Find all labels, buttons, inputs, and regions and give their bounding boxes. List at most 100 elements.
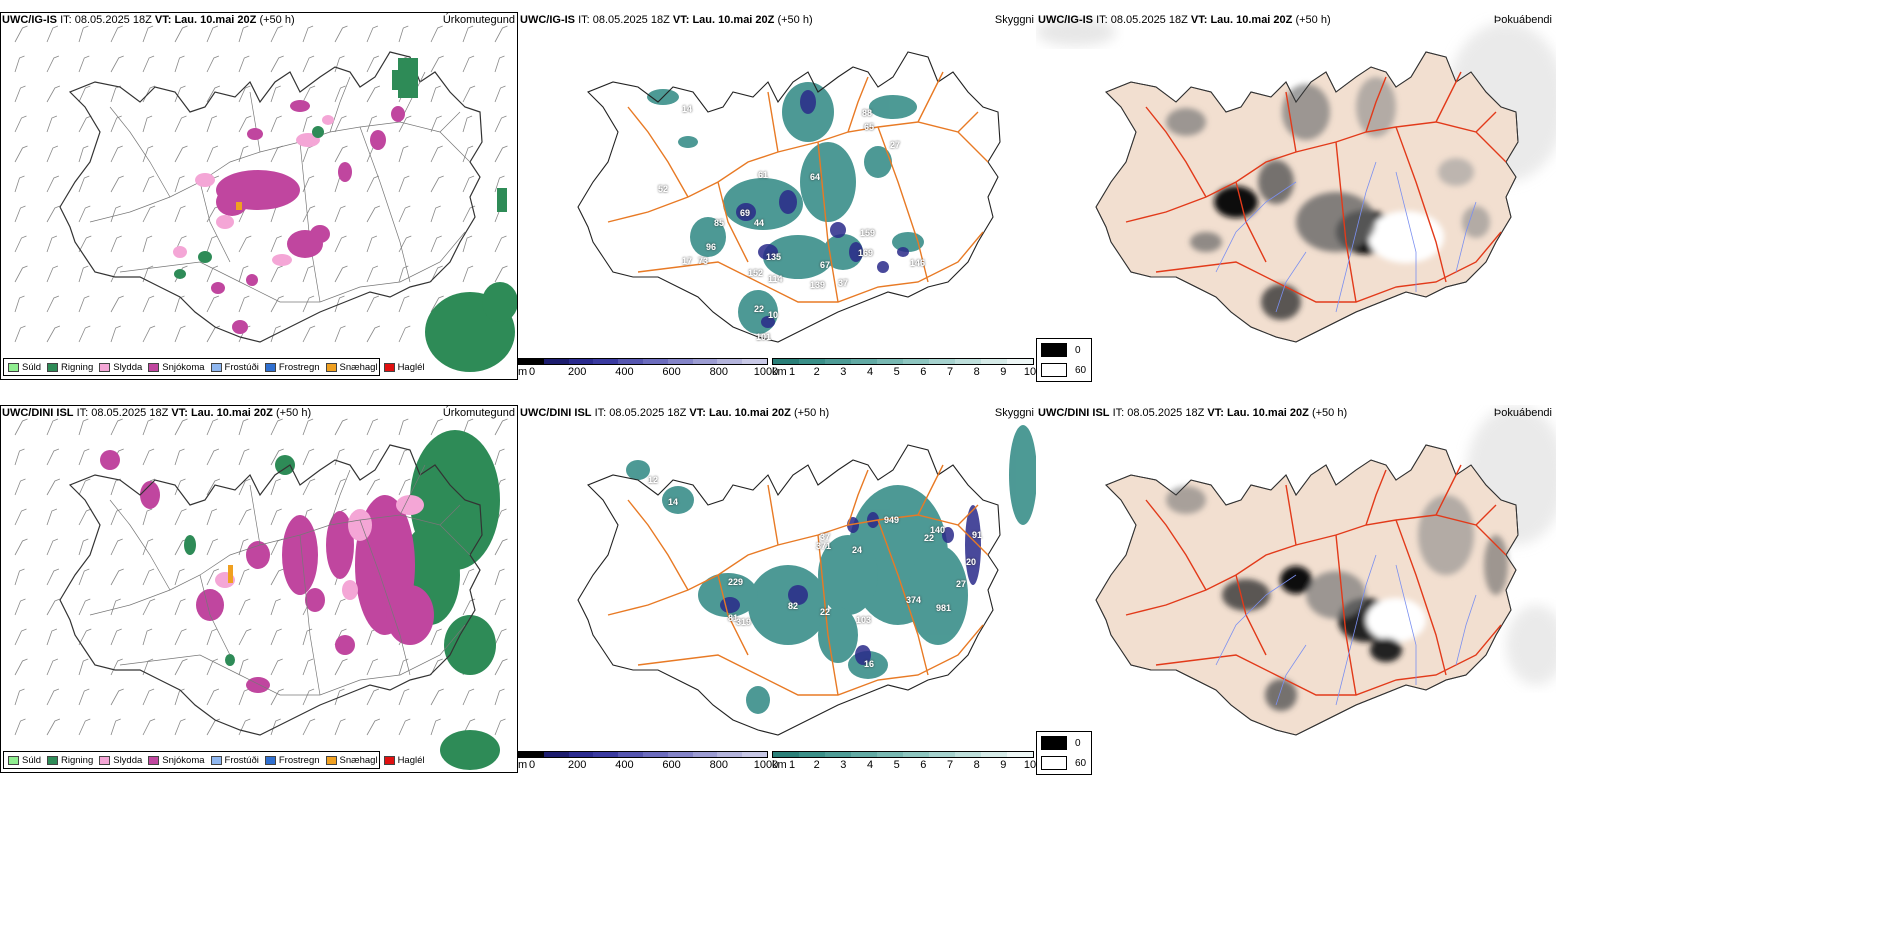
- wind-barb: [174, 508, 187, 526]
- legend-item: Haglél: [383, 755, 425, 766]
- wind-barb: [78, 598, 91, 616]
- wind-barb: [494, 538, 508, 556]
- legend-item: Slydda: [99, 755, 142, 766]
- legend-swatch: [148, 362, 160, 372]
- wind-barb: [46, 295, 60, 313]
- wind-barb: [78, 508, 92, 526]
- scale-tick-label: 6: [920, 366, 927, 378]
- wind-barb: [430, 55, 444, 73]
- fog-panel-row1: UWC/IG-IS IT: 08.05.2025 18Z VT: Lau. 10…: [1036, 12, 1556, 380]
- cloud-base-ticks: 0 200 400 600 800 1000: [528, 365, 778, 379]
- wind-barb: [398, 418, 409, 436]
- wind-barb: [142, 598, 156, 616]
- legend-item: Slydda: [99, 362, 142, 373]
- wind-barb: [110, 115, 122, 133]
- wind-barb: [430, 688, 444, 706]
- wind-barb: [430, 85, 441, 103]
- wind-barb: [174, 325, 186, 343]
- wind-barb: [46, 538, 59, 556]
- wind-barb: [174, 478, 186, 496]
- wind-barb: [78, 55, 90, 73]
- wind-barb: [46, 115, 58, 133]
- wind-barb: [366, 325, 381, 343]
- wind-barb: [366, 448, 380, 466]
- snow-areas: [211, 100, 405, 334]
- panel-title: UWC/IG-IS IT: 08.05.2025 18Z VT: Lau. 10…: [2, 14, 295, 26]
- precip-legend: Súld Rigning Slydda Snjókoma Frostúði Frostre…: [3, 751, 425, 769]
- legend-item: Rigning: [47, 362, 93, 373]
- scale-tick-label: 0: [528, 366, 536, 378]
- wind-barb: [46, 598, 61, 616]
- wind-barb: [494, 115, 507, 133]
- wind-barb: [46, 508, 58, 526]
- wind-barb: [174, 598, 186, 616]
- colorbar-segment: [543, 359, 569, 364]
- colorbar-segment: [773, 752, 799, 757]
- scale-tick-label: 3: [840, 759, 847, 771]
- scale-tick-label: 2: [813, 366, 820, 378]
- wind-barb: [270, 538, 283, 556]
- legend-swatch: [210, 755, 222, 765]
- wind-barb: [366, 418, 379, 436]
- wind-barb: [238, 295, 250, 313]
- wind-barb: [206, 718, 221, 736]
- wind-barb: [494, 418, 508, 436]
- cloud-base-unit: m: [518, 366, 528, 378]
- wind-barb: [302, 448, 315, 466]
- fog-indicator: [1166, 77, 1490, 320]
- wind-barb: [78, 538, 89, 556]
- wind-barb: [14, 25, 28, 43]
- wind-barb: [334, 718, 346, 736]
- cloud-base-scale-row2: 0 200 400 600 800 1000 m: [518, 751, 778, 772]
- precip-panel-row2: UWC/DINI ISL IT: 08.05.2025 18Z VT: Lau.…: [0, 405, 518, 773]
- colorbar-segment: [981, 359, 1007, 364]
- cloud-base-label: 14: [668, 497, 679, 507]
- visibility-ticks: 1 2 3 4 5 6 7 8 9 10: [788, 365, 1036, 379]
- wind-barb: [206, 628, 218, 646]
- wind-barb: [110, 508, 122, 526]
- wind-barb: [334, 115, 347, 133]
- wind-barb: [398, 688, 410, 706]
- cloud-base-label: 73: [698, 256, 709, 266]
- scale-tick-label: 1: [788, 366, 796, 378]
- visibility-colorbar: [772, 751, 1034, 758]
- wind-barb: [302, 718, 316, 736]
- colorbar-segment: [618, 752, 643, 757]
- wind-barb: [46, 175, 60, 193]
- colorbar-segment: [667, 359, 693, 364]
- colorbar-segment: [692, 752, 718, 757]
- legend-item: Súld: [8, 755, 41, 766]
- wind-barb: [398, 448, 410, 466]
- legend-label: Slydda: [113, 361, 143, 373]
- wind-barb: [14, 85, 26, 103]
- scale-tick-label: 2: [813, 759, 820, 771]
- visibility-map: [577, 425, 1036, 736]
- cloud-base-label: 64: [810, 172, 821, 182]
- wind-barb: [206, 265, 219, 283]
- wind-barb: [46, 688, 60, 706]
- wind-barb: [430, 205, 441, 223]
- wind-barb: [302, 325, 316, 343]
- wind-barb: [174, 718, 186, 736]
- panel-title: UWC/DINI ISL IT: 08.05.2025 18Z VT: Lau.…: [520, 407, 830, 419]
- colorbar-segment: [877, 359, 903, 364]
- colorbar-segment: [519, 359, 544, 364]
- wind-barb: [78, 325, 91, 343]
- wind-barb: [270, 658, 283, 676]
- cloud-base-label: 14: [682, 104, 693, 114]
- wind-barb: [110, 598, 121, 616]
- wind-barb: [462, 85, 476, 103]
- wind-barb: [206, 25, 219, 43]
- wind-barb: [110, 478, 121, 496]
- colorbar-segment: [742, 359, 767, 364]
- wind-barb: [142, 235, 153, 253]
- wind-barb: [142, 688, 155, 706]
- visibility-scale-row1: 1 2 3 4 5 6 7 8 9 10 km: [772, 358, 1036, 379]
- wind-barb: [238, 538, 249, 556]
- colorbar-segment: [618, 359, 643, 364]
- fog-scale-bottom: 60: [1075, 757, 1087, 769]
- wind-barb: [238, 448, 250, 466]
- wind-barb: [142, 508, 153, 526]
- wind-barb: [14, 508, 27, 526]
- legend-item: Snjókoma: [148, 362, 205, 373]
